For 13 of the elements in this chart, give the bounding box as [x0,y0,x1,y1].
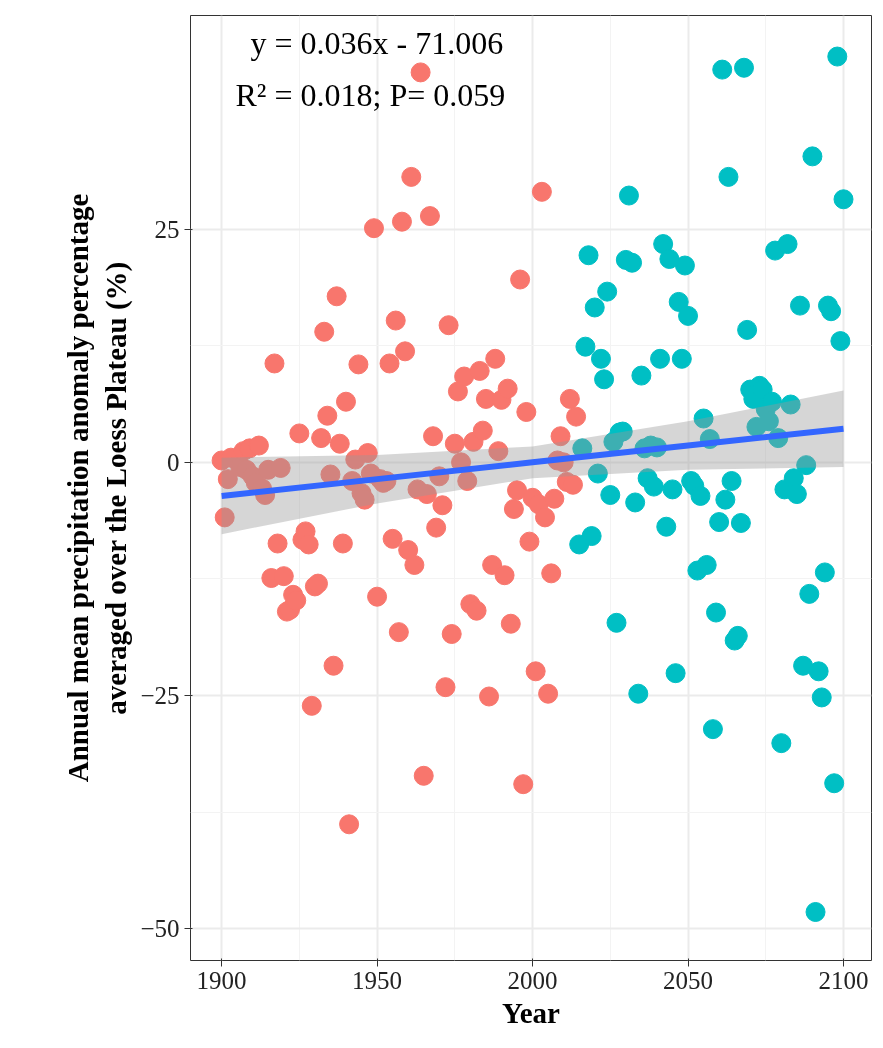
x-tick-label: 1950 [352,966,403,994]
y-axis-title: Annual mean precipitation anomaly percentage averaged over the Loess Plateau (%) [62,193,134,783]
x-tick-label: 2050 [663,966,714,994]
y-tick-label: −25 [140,682,180,710]
annotation: R² = 0.018; P= 0.059 [235,76,506,113]
x-tick-label: 2100 [818,966,869,994]
x-axis-title: Year [502,996,561,1029]
x-tick-label: 1900 [196,966,247,994]
y-tick-label: 0 [167,448,180,476]
y-tick-label: 25 [154,215,180,243]
annotation: y = 0.036x - 71.006 [250,24,504,61]
y-tick-label: −50 [140,915,180,943]
x-tick-label: 2000 [507,966,558,994]
